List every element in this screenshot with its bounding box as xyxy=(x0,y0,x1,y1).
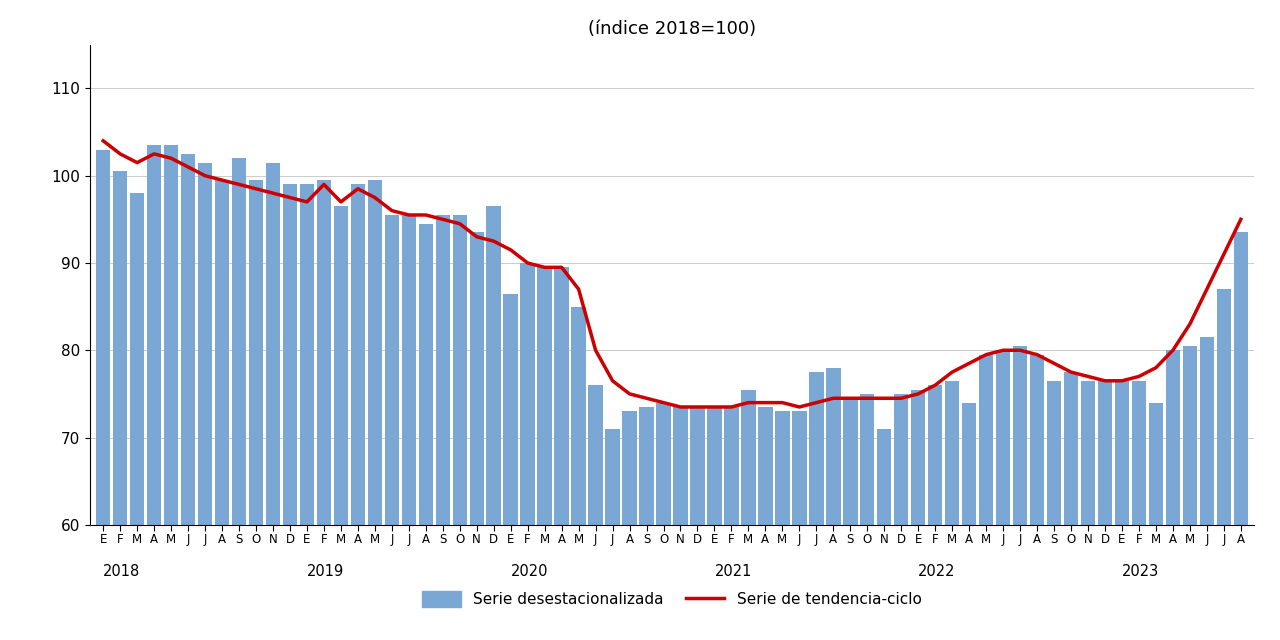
Bar xyxy=(113,172,128,640)
Bar xyxy=(809,372,823,640)
Bar xyxy=(164,145,178,640)
Bar xyxy=(232,158,246,640)
Bar xyxy=(1183,346,1197,640)
Bar xyxy=(996,350,1010,640)
Bar xyxy=(384,215,399,640)
Bar xyxy=(198,163,212,640)
Bar xyxy=(1098,381,1112,640)
Bar xyxy=(1234,232,1248,640)
Bar xyxy=(826,368,841,640)
Text: 2022: 2022 xyxy=(918,564,956,579)
Bar xyxy=(1030,355,1044,640)
Bar xyxy=(605,429,620,640)
Bar xyxy=(283,184,297,640)
Bar xyxy=(1199,337,1213,640)
Bar xyxy=(673,407,687,640)
Bar xyxy=(792,412,806,640)
Title: (índice 2018=100): (índice 2018=100) xyxy=(588,20,756,38)
Bar xyxy=(758,407,773,640)
Text: 2019: 2019 xyxy=(307,564,344,579)
Bar xyxy=(96,150,110,640)
Bar xyxy=(657,403,671,640)
Bar xyxy=(1047,381,1061,640)
Bar xyxy=(979,355,993,640)
Text: 2023: 2023 xyxy=(1123,564,1160,579)
Bar xyxy=(131,193,145,640)
Bar xyxy=(554,268,568,640)
Bar xyxy=(266,163,280,640)
Bar xyxy=(860,394,874,640)
Bar xyxy=(1166,350,1180,640)
Bar xyxy=(351,184,365,640)
Bar xyxy=(316,180,332,640)
Text: 2020: 2020 xyxy=(511,564,548,579)
Bar xyxy=(334,206,348,640)
Bar xyxy=(928,385,942,640)
Bar xyxy=(215,180,229,640)
Bar xyxy=(521,263,535,640)
Bar xyxy=(877,429,891,640)
Bar xyxy=(453,215,467,640)
Bar xyxy=(1012,346,1028,640)
Bar xyxy=(690,407,705,640)
Bar xyxy=(367,180,381,640)
Bar xyxy=(724,407,739,640)
Bar xyxy=(486,206,500,640)
Bar xyxy=(708,407,722,640)
Bar xyxy=(1148,403,1164,640)
Bar xyxy=(538,268,552,640)
Bar xyxy=(776,412,790,640)
Bar xyxy=(741,390,755,640)
Bar xyxy=(1216,289,1231,640)
Bar xyxy=(963,403,977,640)
Bar xyxy=(844,398,858,640)
Bar xyxy=(911,390,925,640)
Bar xyxy=(248,180,264,640)
Text: 2018: 2018 xyxy=(104,564,141,579)
Bar xyxy=(1115,381,1129,640)
Bar xyxy=(503,294,518,640)
Bar xyxy=(893,394,909,640)
Bar xyxy=(402,215,416,640)
Legend: Serie desestacionalizada, Serie de tendencia-ciclo: Serie desestacionalizada, Serie de tende… xyxy=(416,585,928,613)
Bar xyxy=(180,154,196,640)
Bar xyxy=(419,224,433,640)
Bar xyxy=(945,381,960,640)
Bar xyxy=(589,385,603,640)
Bar xyxy=(571,307,586,640)
Bar xyxy=(622,412,636,640)
Bar xyxy=(1064,372,1078,640)
Bar xyxy=(1080,381,1096,640)
Bar xyxy=(639,407,654,640)
Bar xyxy=(147,145,161,640)
Bar xyxy=(1132,381,1146,640)
Bar xyxy=(435,215,451,640)
Text: 2021: 2021 xyxy=(714,564,751,579)
Bar xyxy=(470,232,484,640)
Bar xyxy=(300,184,314,640)
